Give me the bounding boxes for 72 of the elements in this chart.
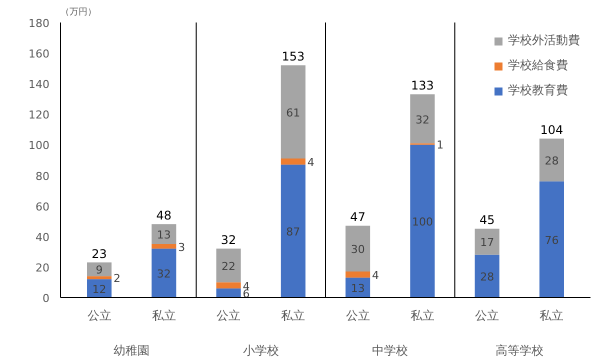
data-label: 28 — [544, 154, 559, 168]
y-tick-label: 120 — [28, 108, 50, 122]
bar — [346, 226, 370, 272]
y-tick-label: 60 — [36, 200, 50, 214]
bar — [410, 94, 435, 144]
bar — [216, 288, 241, 298]
data-label: 9 — [96, 264, 103, 277]
bar — [280, 65, 306, 158]
data-label: 1 — [436, 138, 444, 152]
data-label: 13 — [350, 282, 365, 296]
bar — [152, 248, 176, 298]
data-label: 22 — [222, 260, 236, 273]
total-label: 23 — [92, 246, 107, 261]
data-label: 4 — [307, 156, 314, 170]
bar — [539, 138, 564, 182]
text: 中学校 — [372, 344, 408, 358]
total-label: 45 — [479, 213, 495, 228]
total-label: 153 — [282, 50, 305, 64]
x-tick-label: 公立 — [216, 308, 241, 322]
bar — [474, 228, 500, 255]
text: 小学校 — [242, 344, 279, 358]
x-tick-label: 私立 — [540, 308, 564, 322]
data-label: 76 — [544, 234, 559, 247]
data-label: 3 — [178, 240, 186, 254]
y-tick-label: 140 — [28, 78, 50, 92]
bar — [410, 144, 435, 298]
data-label: 32 — [156, 268, 171, 281]
x-tick-label: 公立 — [87, 308, 112, 322]
y-tick-label: 40 — [36, 230, 50, 244]
bar — [539, 181, 564, 298]
bar — [346, 272, 370, 278]
x-tick-label: 公立 — [346, 308, 370, 322]
bar — [474, 254, 500, 298]
data-label: 2 — [114, 272, 120, 286]
bar — [216, 282, 241, 288]
bar — [152, 224, 176, 244]
y-tick-label: 80 — [36, 170, 50, 183]
data-label: 28 — [480, 270, 494, 284]
legend-label: 学校外活動費 — [508, 32, 580, 49]
total-label: 104 — [540, 123, 564, 138]
total-label: 48 — [156, 208, 172, 223]
data-label: 100 — [412, 216, 433, 229]
x-tick-label: 私立 — [152, 308, 176, 322]
data-label: 13 — [156, 228, 171, 242]
total-label: 32 — [220, 233, 236, 248]
text: 幼稚園 — [114, 344, 150, 358]
total-label: 133 — [411, 78, 434, 93]
bar — [280, 164, 306, 298]
x-tick-label: 私立 — [410, 308, 434, 322]
data-label: 87 — [286, 226, 300, 239]
bar — [280, 158, 306, 165]
data-label: 17 — [480, 236, 494, 250]
total-label: 47 — [350, 210, 366, 224]
y-tick-label: 0 — [42, 292, 50, 305]
data-label: 61 — [286, 106, 300, 120]
text: 高等学校 — [495, 344, 544, 358]
y-axis-title: （万円） — [60, 8, 96, 18]
bar — [152, 244, 176, 249]
legend-label: 学校教育費 — [508, 82, 568, 99]
legend-label: 学校給食費 — [508, 57, 568, 74]
x-tick-label: 私立 — [281, 308, 306, 322]
y-tick-label: 100 — [28, 139, 50, 152]
x-tick-label: 公立 — [475, 308, 500, 322]
bar — [87, 276, 112, 280]
data-label: 12 — [92, 282, 106, 296]
y-tick-label: 20 — [36, 261, 50, 274]
y-tick-label: 160 — [28, 48, 50, 61]
y-tick-label: 180 — [28, 17, 50, 30]
data-label: 4 — [372, 269, 380, 282]
bar — [216, 248, 241, 282]
data-label: 32 — [415, 113, 430, 126]
data-label: 30 — [350, 243, 365, 256]
